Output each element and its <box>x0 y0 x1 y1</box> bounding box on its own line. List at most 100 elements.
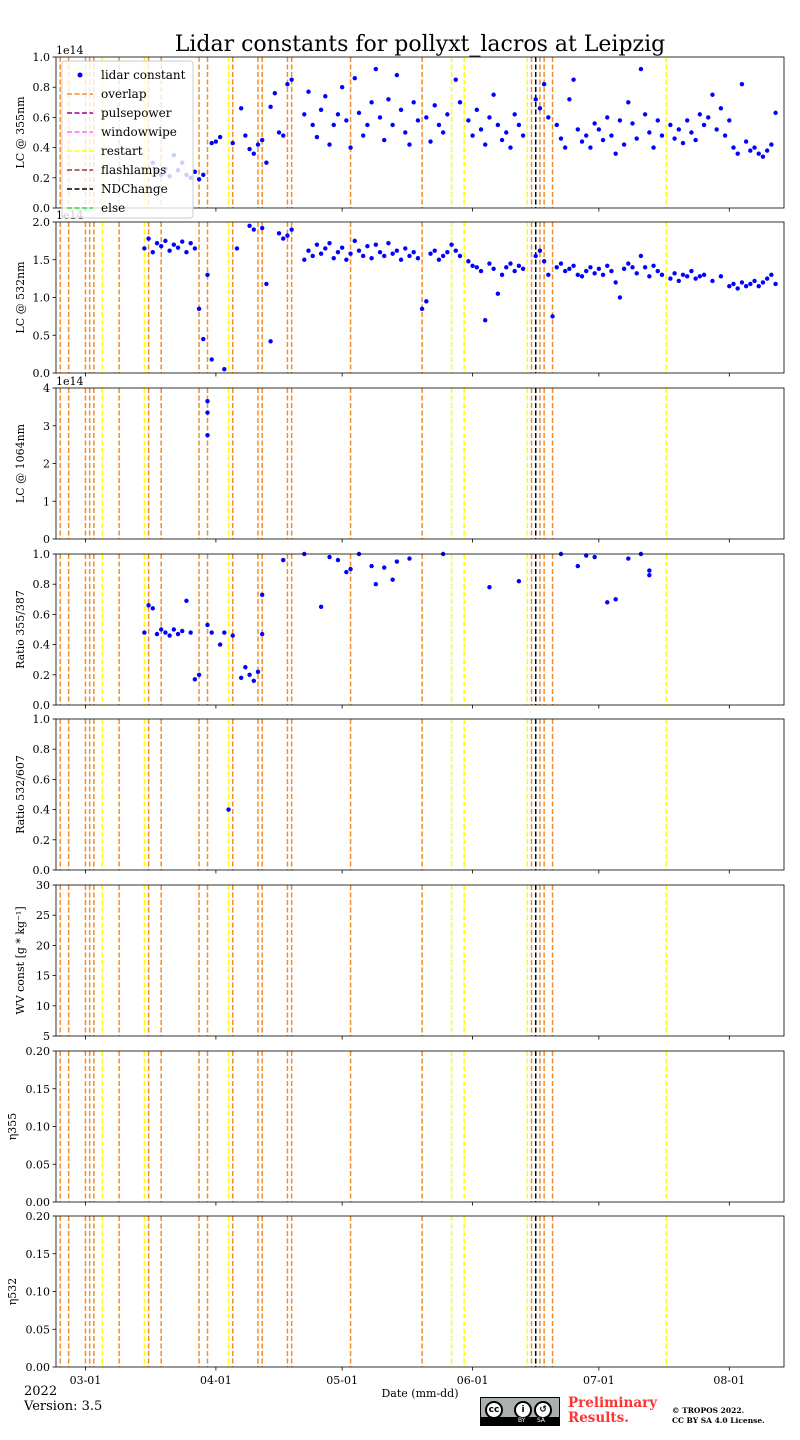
data-point <box>470 263 475 268</box>
y-tick-label: 0.8 <box>33 81 51 94</box>
panel-6: 5 10 15 20 25 30 WV const [g * kg⁻¹] <box>14 879 785 1043</box>
data-point <box>251 678 256 684</box>
data-point <box>281 557 286 563</box>
data-point <box>348 251 353 256</box>
data-point <box>356 110 362 116</box>
data-point <box>537 248 543 253</box>
data-point <box>386 240 391 246</box>
data-point <box>394 559 400 564</box>
y-axis-label: WV const [g * kg⁻¹] <box>14 906 27 1014</box>
data-point <box>579 274 585 279</box>
data-point <box>697 274 703 279</box>
data-point <box>735 286 740 291</box>
data-point <box>331 256 336 261</box>
data-point <box>390 577 395 582</box>
data-point <box>596 266 602 272</box>
y-axis-label: Ratio 532/607 <box>14 755 27 834</box>
data-point <box>436 122 442 128</box>
data-point <box>238 675 244 681</box>
y-tick-label: 0.10 <box>26 1286 51 1299</box>
data-point <box>533 253 538 259</box>
y-tick-label: 5 <box>43 1030 50 1043</box>
data-point <box>192 677 198 682</box>
panel-2: 0.00.51.01.52.0LC @ 532nm1e14 <box>14 209 785 380</box>
data-point <box>238 106 244 111</box>
data-point <box>647 568 652 573</box>
data-point <box>188 630 193 635</box>
data-point <box>171 627 177 632</box>
y-tick-label: 0.2 <box>33 834 51 847</box>
data-point <box>167 633 172 638</box>
data-point <box>201 172 206 177</box>
y-axis-label: LC @ 1064nm <box>14 423 27 503</box>
x-tick-label: 08-01 <box>713 1374 745 1387</box>
data-point <box>150 250 155 255</box>
y-axis-multiplier: 1e14 <box>56 375 84 388</box>
data-point <box>318 604 324 610</box>
sa-label: SA <box>537 1417 546 1424</box>
data-point <box>209 357 214 362</box>
data-point <box>773 110 778 116</box>
data-point <box>226 807 231 812</box>
data-point <box>230 140 235 146</box>
data-point <box>617 295 623 300</box>
data-point <box>596 127 602 132</box>
data-point <box>259 137 265 143</box>
y-tick-label: 1 <box>43 495 50 508</box>
data-point <box>365 243 370 249</box>
data-point <box>516 122 522 128</box>
data-point <box>718 106 724 111</box>
data-point <box>251 227 256 232</box>
data-point <box>504 130 509 135</box>
data-point <box>222 630 227 635</box>
data-point <box>491 266 496 272</box>
data-point <box>314 134 320 140</box>
data-point <box>554 122 559 128</box>
data-point <box>268 339 273 344</box>
data-point <box>621 142 627 147</box>
data-point <box>727 118 732 123</box>
data-point <box>142 630 147 635</box>
data-point <box>154 240 160 246</box>
y-tick-label: 0.5 <box>33 329 51 342</box>
y-tick-label: 0.20 <box>26 1210 51 1223</box>
data-point <box>634 136 639 141</box>
data-point <box>508 261 513 266</box>
data-point <box>146 603 151 608</box>
data-point <box>209 140 214 146</box>
data-point <box>634 271 639 276</box>
data-point <box>432 103 437 108</box>
data-point <box>394 248 400 253</box>
data-point <box>192 246 198 251</box>
data-point <box>487 115 492 120</box>
data-point <box>323 94 328 99</box>
data-point <box>487 585 492 590</box>
y-axis-label: η355 <box>6 1113 19 1141</box>
data-point <box>360 133 366 138</box>
data-point <box>352 75 357 81</box>
y-tick-label: 0.20 <box>26 1045 51 1058</box>
data-point <box>680 272 686 278</box>
y-tick-label: 2 <box>43 458 50 471</box>
data-point <box>276 130 282 135</box>
data-point <box>739 81 745 87</box>
data-point <box>584 133 589 138</box>
data-point <box>689 130 694 135</box>
data-point <box>386 97 391 102</box>
data-point <box>159 243 164 249</box>
data-point <box>369 563 374 569</box>
data-point <box>588 265 593 270</box>
data-point <box>567 266 572 272</box>
data-point <box>339 85 345 90</box>
y-axis-label: LC @ 355nm <box>14 96 27 169</box>
data-point <box>508 145 513 150</box>
data-point <box>613 151 618 156</box>
y-tick-label: 1.0 <box>33 292 51 305</box>
data-point <box>651 263 656 268</box>
data-point <box>159 627 164 632</box>
data-point <box>680 140 686 146</box>
data-point <box>163 238 168 244</box>
y-axis-label: η532 <box>6 1278 19 1306</box>
data-point <box>281 133 286 138</box>
data-point <box>428 251 433 256</box>
